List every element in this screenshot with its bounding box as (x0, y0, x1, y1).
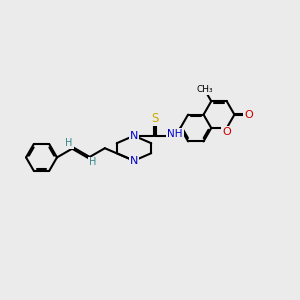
Text: NH: NH (167, 129, 183, 139)
Text: N: N (130, 156, 138, 166)
Text: O: O (244, 110, 253, 120)
Text: O: O (222, 127, 231, 137)
Text: H: H (89, 158, 96, 167)
Text: S: S (151, 112, 158, 125)
Text: H: H (65, 138, 73, 148)
Text: CH₃: CH₃ (196, 85, 213, 94)
Text: N: N (130, 131, 138, 141)
